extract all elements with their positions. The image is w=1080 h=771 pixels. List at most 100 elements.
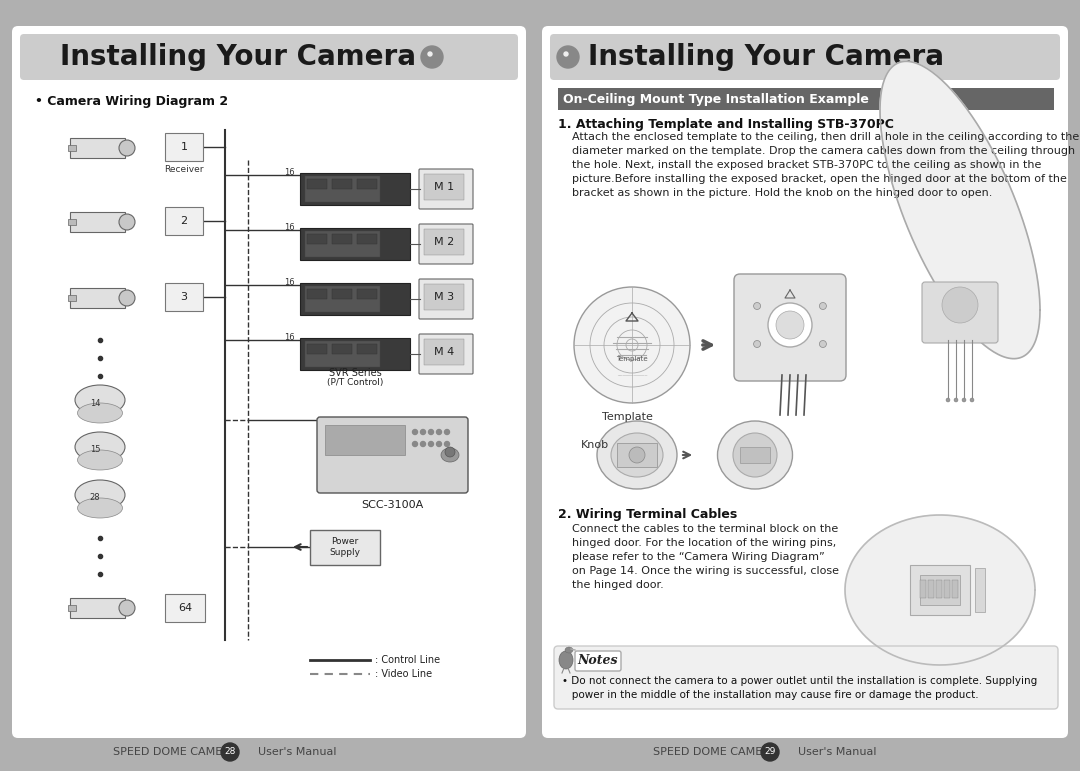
Text: Attach the enclosed template to the ceiling, then drill a hole in the ceiling ac: Attach the enclosed template to the ceil… <box>558 132 1079 198</box>
Circle shape <box>413 429 418 435</box>
Circle shape <box>954 398 958 402</box>
Bar <box>951 580 958 598</box>
FancyBboxPatch shape <box>419 279 473 319</box>
Circle shape <box>733 433 777 477</box>
Circle shape <box>761 743 779 761</box>
Text: (P/T Control): (P/T Control) <box>327 378 383 387</box>
Bar <box>307 234 327 244</box>
Ellipse shape <box>559 651 573 669</box>
Text: 15: 15 <box>90 446 100 454</box>
Text: : Video Line: : Video Line <box>375 669 432 679</box>
Bar <box>305 341 380 367</box>
Text: • Do not connect the camera to a power outlet until the installation is complete: • Do not connect the camera to a power o… <box>562 676 1037 700</box>
Bar <box>68 219 76 225</box>
Bar <box>424 284 464 310</box>
Circle shape <box>429 54 435 60</box>
Circle shape <box>754 302 760 309</box>
Bar <box>68 605 76 611</box>
Text: SPEED DOME CAMERA: SPEED DOME CAMERA <box>113 747 238 757</box>
Circle shape <box>629 447 645 463</box>
Text: SCC-3100A: SCC-3100A <box>361 500 423 510</box>
Text: Installing Your Camera: Installing Your Camera <box>60 43 416 71</box>
Text: Receiver: Receiver <box>164 165 204 174</box>
Text: 2. Wiring Terminal Cables: 2. Wiring Terminal Cables <box>558 508 738 521</box>
Circle shape <box>557 46 579 68</box>
FancyBboxPatch shape <box>922 282 998 343</box>
Text: 3: 3 <box>180 292 188 302</box>
Ellipse shape <box>75 385 125 415</box>
Text: M 2: M 2 <box>434 237 454 247</box>
Circle shape <box>436 429 442 435</box>
Text: 1. Attaching Template and Installing STB-370PC: 1. Attaching Template and Installing STB… <box>558 118 894 131</box>
Bar <box>310 530 380 565</box>
Bar <box>740 447 770 463</box>
Circle shape <box>445 447 455 457</box>
Text: On-Ceiling Mount Type Installation Example: On-Ceiling Mount Type Installation Examp… <box>563 93 869 106</box>
Text: 1: 1 <box>180 142 188 152</box>
Text: Connect the cables to the terminal block on the
    hinged door. For the locatio: Connect the cables to the terminal block… <box>558 524 839 590</box>
Text: Power
Supply: Power Supply <box>329 537 361 557</box>
Text: 16: 16 <box>284 278 295 287</box>
FancyBboxPatch shape <box>21 34 518 80</box>
Bar <box>300 173 410 205</box>
Circle shape <box>119 140 135 156</box>
Bar <box>944 580 950 598</box>
Circle shape <box>565 54 571 60</box>
Bar <box>558 88 1054 110</box>
Bar <box>70 138 125 158</box>
Bar <box>68 295 76 301</box>
Text: 16: 16 <box>284 223 295 232</box>
Bar <box>307 179 327 189</box>
Circle shape <box>420 442 426 446</box>
Text: M 4: M 4 <box>434 347 454 357</box>
Text: : Control Line: : Control Line <box>375 655 441 665</box>
Bar <box>357 344 377 354</box>
Circle shape <box>445 442 449 446</box>
Bar <box>975 568 985 612</box>
Circle shape <box>561 49 576 65</box>
Bar <box>332 289 352 299</box>
Bar <box>305 286 380 312</box>
Circle shape <box>563 52 573 62</box>
Text: SVR Series: SVR Series <box>328 368 381 378</box>
Text: 28: 28 <box>90 493 100 503</box>
FancyBboxPatch shape <box>550 34 1059 80</box>
Circle shape <box>427 52 437 62</box>
Text: Template: Template <box>617 356 648 362</box>
Bar <box>910 565 970 615</box>
Bar <box>424 339 464 365</box>
Text: • Camera Wiring Diagram 2: • Camera Wiring Diagram 2 <box>35 95 228 108</box>
Bar <box>300 338 410 370</box>
Bar <box>357 179 377 189</box>
Circle shape <box>424 49 440 65</box>
Ellipse shape <box>75 480 125 510</box>
Circle shape <box>946 398 950 402</box>
Circle shape <box>429 442 433 446</box>
Circle shape <box>429 429 433 435</box>
Bar <box>357 289 377 299</box>
Bar <box>165 594 205 622</box>
Text: Installing Your Camera: Installing Your Camera <box>588 43 944 71</box>
Circle shape <box>428 52 432 56</box>
Bar <box>165 133 203 161</box>
Text: 2: 2 <box>180 216 188 226</box>
Circle shape <box>119 600 135 616</box>
Ellipse shape <box>597 421 677 489</box>
FancyBboxPatch shape <box>419 224 473 264</box>
Text: SPEED DOME CAMERA: SPEED DOME CAMERA <box>653 747 778 757</box>
Bar <box>332 179 352 189</box>
Text: Template: Template <box>602 412 652 422</box>
FancyBboxPatch shape <box>419 169 473 209</box>
Circle shape <box>754 341 760 348</box>
FancyBboxPatch shape <box>318 417 468 493</box>
Text: 29: 29 <box>765 748 775 756</box>
Ellipse shape <box>78 450 122 470</box>
FancyBboxPatch shape <box>12 26 526 738</box>
Text: 28: 28 <box>225 748 235 756</box>
Polygon shape <box>845 515 1035 665</box>
Bar <box>165 283 203 311</box>
Circle shape <box>970 398 974 402</box>
FancyBboxPatch shape <box>554 646 1058 709</box>
Bar <box>424 229 464 255</box>
Bar <box>165 207 203 235</box>
